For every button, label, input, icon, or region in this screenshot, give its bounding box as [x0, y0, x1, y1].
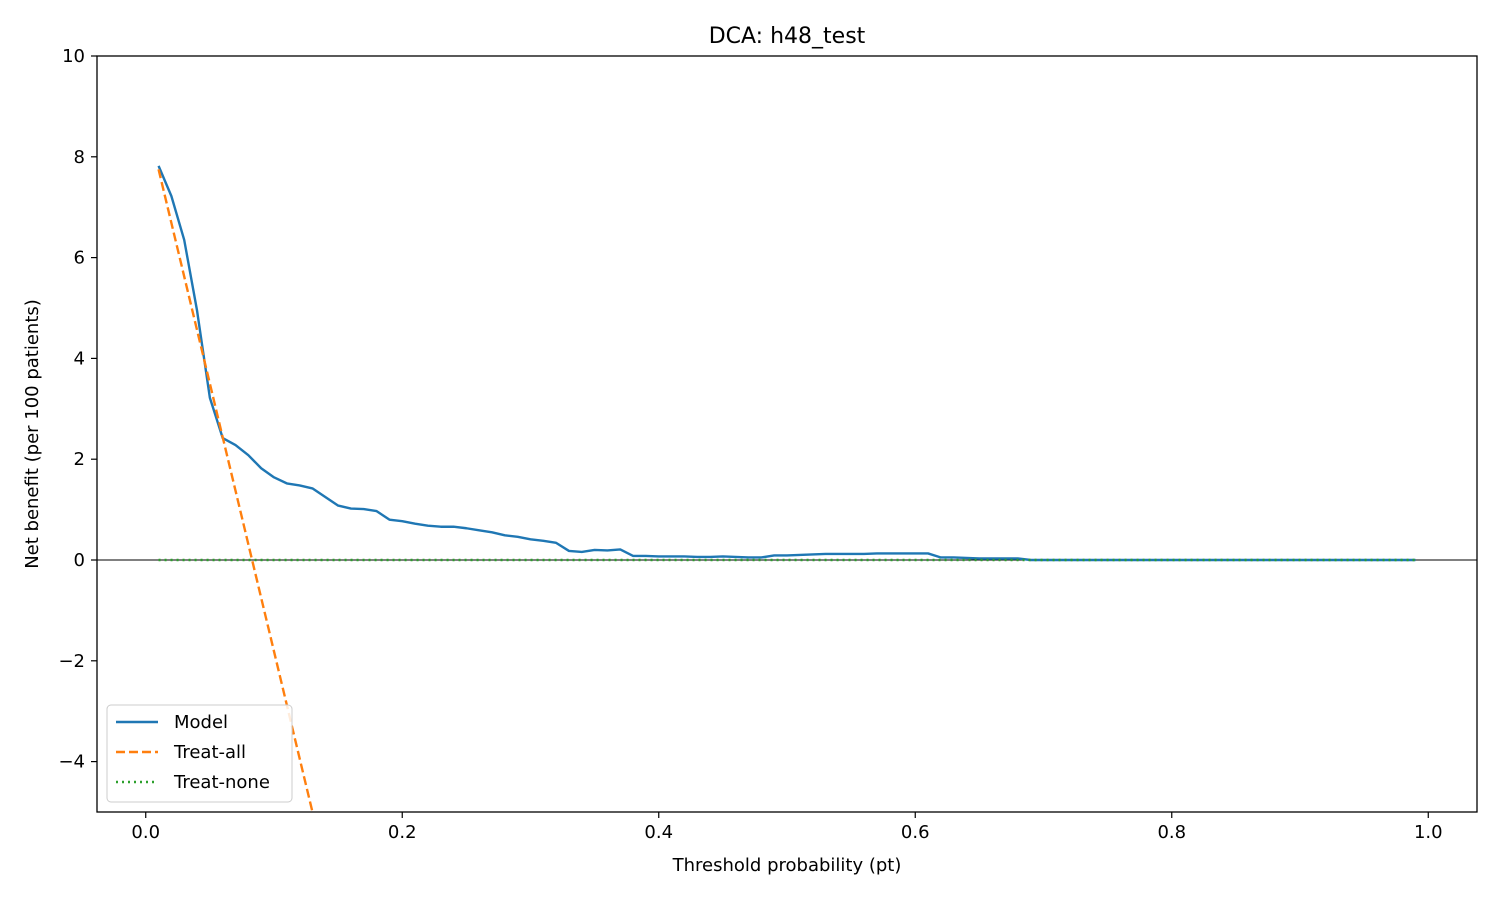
legend: Model Treat-all Treat-none [106, 704, 293, 803]
y-tick-label: −4 [58, 752, 85, 773]
x-tick-label: 0.6 [901, 822, 930, 843]
x-tick-label: 1.0 [1414, 822, 1443, 843]
y-axis-label: Net benefit (per 100 patients) [22, 299, 43, 569]
x-tick-label: 0.2 [388, 822, 417, 843]
x-axis: 0.0 0.2 0.4 0.6 0.8 1.0 [131, 812, 1443, 843]
y-axis: −4 −2 0 2 4 6 8 10 [58, 46, 97, 773]
legend-label: Treat-none [173, 772, 270, 793]
x-tick-label: 0.8 [1157, 822, 1186, 843]
y-tick-label: 2 [74, 449, 85, 470]
x-tick-label: 0.0 [131, 822, 160, 843]
y-tick-label: 8 [74, 147, 85, 168]
y-tick-label: −2 [58, 651, 85, 672]
legend-label: Model [174, 712, 228, 733]
chart-title: DCA: h48_test [709, 24, 866, 49]
y-tick-label: 0 [74, 550, 85, 571]
y-tick-label: 4 [74, 348, 85, 369]
x-tick-label: 0.4 [644, 822, 673, 843]
legend-box [106, 704, 293, 803]
legend-label: Treat-all [173, 742, 246, 763]
y-tick-label: 6 [74, 248, 85, 269]
plot-frame [96, 55, 1478, 813]
series-layer [157, 165, 1416, 812]
x-axis-label: Threshold probability (pt) [672, 855, 902, 876]
series-line-model [157, 165, 1416, 562]
y-tick-label: 10 [62, 46, 85, 67]
